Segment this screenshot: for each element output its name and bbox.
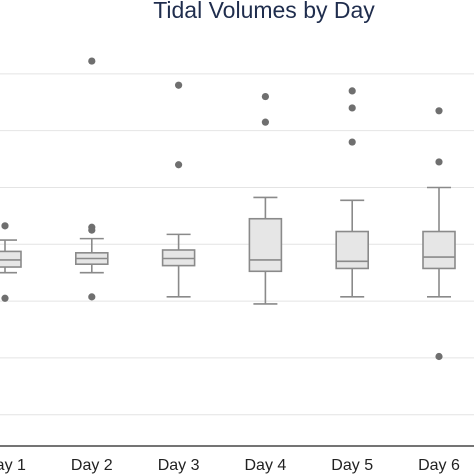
outlier-point xyxy=(435,158,443,166)
outlier-point xyxy=(261,118,269,126)
chart-title: Tidal Volumes by Day xyxy=(153,0,375,23)
x-tick-label: Day 5 xyxy=(331,457,373,474)
x-tick-label: Day 1 xyxy=(0,457,26,474)
box-group xyxy=(335,87,370,298)
outlier-point xyxy=(1,222,9,230)
box-group xyxy=(248,92,283,305)
outlier-point xyxy=(88,226,96,234)
outlier-point xyxy=(348,138,356,146)
box-iqr xyxy=(248,217,283,273)
outlier-point xyxy=(261,92,269,101)
outlier-point xyxy=(435,352,443,361)
outlier-point xyxy=(88,57,96,65)
box-group xyxy=(0,222,22,302)
outlier-point xyxy=(348,87,356,95)
box-iqr xyxy=(335,230,370,270)
x-tick-label: Day 2 xyxy=(71,457,113,474)
x-tick-labels: Day 1 Day 2 Day 3 Day 4 Day 5 Day 6 xyxy=(0,457,460,474)
x-tick-label: Day 3 xyxy=(158,457,200,474)
gridlines xyxy=(0,73,474,416)
outlier-point xyxy=(175,81,183,89)
x-tick-label: Day 6 xyxy=(418,457,460,474)
box-group xyxy=(422,107,456,361)
outlier-point xyxy=(175,161,183,169)
outlier-point xyxy=(1,294,9,302)
x-tick-label: Day 4 xyxy=(245,457,287,474)
outlier-point xyxy=(88,293,96,301)
outlier-point xyxy=(348,104,356,112)
box-group xyxy=(75,57,109,301)
outlier-point xyxy=(435,107,443,115)
box-group xyxy=(161,81,196,298)
boxes xyxy=(0,57,456,361)
box-iqr xyxy=(422,230,456,270)
